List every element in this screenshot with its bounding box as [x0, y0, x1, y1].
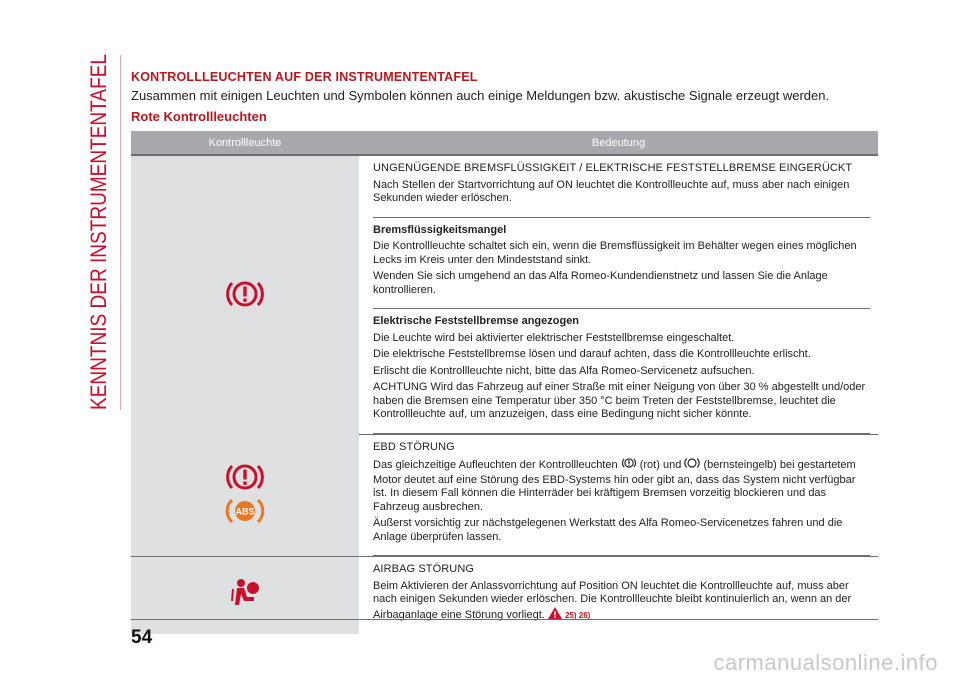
- info-block: Bremsflüssigkeitsmangel Die Kontrollleuc…: [373, 218, 870, 309]
- bottom-divider: [131, 619, 878, 620]
- abs-warning-icon: ABS: [132, 496, 358, 529]
- brake-warning-icon: [132, 461, 358, 496]
- block-text: Das gleichzeitige Aufleuchten der Kontro…: [373, 457, 870, 514]
- brake-warning-icon: [225, 278, 265, 313]
- block-text: Die Leuchte wird bei aktivierter elektri…: [373, 331, 735, 344]
- icon-cell: [131, 556, 359, 634]
- warning-triangle-icon: [547, 606, 562, 624]
- warning-lights-table: Kontrollleuchte Bedeutung: [131, 131, 878, 634]
- block-title: AIRBAG STÖRUNG: [373, 563, 475, 575]
- watermark: carmanualsonline.info: [713, 650, 938, 675]
- block-text: ACHTUNG Wird das Fahrzeug auf einer Stra…: [373, 381, 866, 420]
- brake-warning-icon: [621, 457, 637, 474]
- info-block: UNGENÜGENDE BREMSFLÜSSIGKEIT / ELEKTRISC…: [373, 156, 870, 218]
- ebd-text-b: (rot) und: [639, 459, 682, 472]
- main-content: KONTROLLLEUCHTEN AUF DER INSTRUMENTENTAF…: [131, 70, 878, 634]
- side-divider: [120, 55, 121, 410]
- info-block: EBD STÖRUNG Das gleichzeitige Aufleuchte…: [373, 435, 870, 556]
- info-block: AIRBAG STÖRUNG Beim Aktivieren der Anlas…: [373, 557, 870, 634]
- ebd-text-a: Das gleichzeitige Aufleuchten der Kontro…: [373, 459, 618, 472]
- table-row: AIRBAG STÖRUNG Beim Aktivieren der Anlas…: [131, 556, 878, 634]
- table-row: UNGENÜGENDE BREMSFLÜSSIGKEIT / ELEKTRISC…: [131, 154, 878, 434]
- abs-warning-icon: [684, 457, 701, 474]
- column-header-light: Kontrollleuchte: [131, 131, 359, 155]
- meaning-cell: AIRBAG STÖRUNG Beim Aktivieren der Anlas…: [359, 556, 878, 634]
- reference-numbers: 25) 26): [564, 610, 591, 620]
- airbag-text: Beim Aktivieren der Anlassvorrichtung au…: [373, 579, 852, 621]
- block-text: Erlischt die Kontrollleuchte nicht, bitt…: [373, 364, 755, 377]
- ebd-text-c: (bernsteingelb) bei gestartetem Motor de…: [373, 459, 856, 513]
- block-text: Äußerst vorsichtig zur nächstgelegenen W…: [373, 517, 843, 543]
- block-title: EBD STÖRUNG: [373, 440, 455, 453]
- block-text: Beim Aktivieren der Anlassvorrichtung au…: [373, 580, 870, 624]
- side-title-text: KENNTNIS DER INSTRUMENTENTAFEL: [86, 54, 111, 410]
- intro-text: Zusammen mit einigen Leuchten und Symbol…: [131, 88, 830, 103]
- page-number: 54: [131, 627, 153, 648]
- column-header-meaning: Bedeutung: [359, 131, 878, 155]
- subheading: Rote Kontrollleuchten: [131, 109, 267, 124]
- block-title: Elektrische Feststellbremse angezogen: [373, 315, 580, 327]
- side-section-title: KENNTNIS DER INSTRUMENTENTAFEL: [83, 0, 113, 412]
- info-block: Elektrische Feststellbremse angezogen Di…: [373, 309, 870, 434]
- block-text: Die Kontrollleuchte schaltet sich ein, w…: [373, 240, 857, 266]
- table-row: ABS EBD STÖRUNG Das gleichzeitige Aufleu…: [131, 433, 878, 557]
- section-heading: KONTROLLLEUCHTEN AUF DER INSTRUMENTENTAF…: [131, 70, 478, 84]
- airbag-warning-icon: [228, 577, 262, 614]
- block-text: Wenden Sie sich umgehend an das Alfa Rom…: [373, 270, 828, 296]
- block-text: Die elektrische Feststellbremse lösen un…: [373, 348, 811, 360]
- meaning-cell: EBD STÖRUNG Das gleichzeitige Aufleuchte…: [359, 433, 878, 557]
- abs-icon-label: ABS: [235, 507, 254, 517]
- icon-cell: [131, 154, 359, 434]
- icon-cell: ABS: [131, 434, 359, 557]
- meaning-cell: UNGENÜGENDE BREMSFLÜSSIGKEIT / ELEKTRISC…: [359, 154, 878, 434]
- block-title: UNGENÜGENDE BREMSFLÜSSIGKEIT / ELEKTRISC…: [373, 162, 853, 174]
- block-title: Bremsflüssigkeitsmangel: [373, 223, 507, 236]
- block-text: Nach Stellen der Startvorrichtung auf ON…: [373, 178, 850, 205]
